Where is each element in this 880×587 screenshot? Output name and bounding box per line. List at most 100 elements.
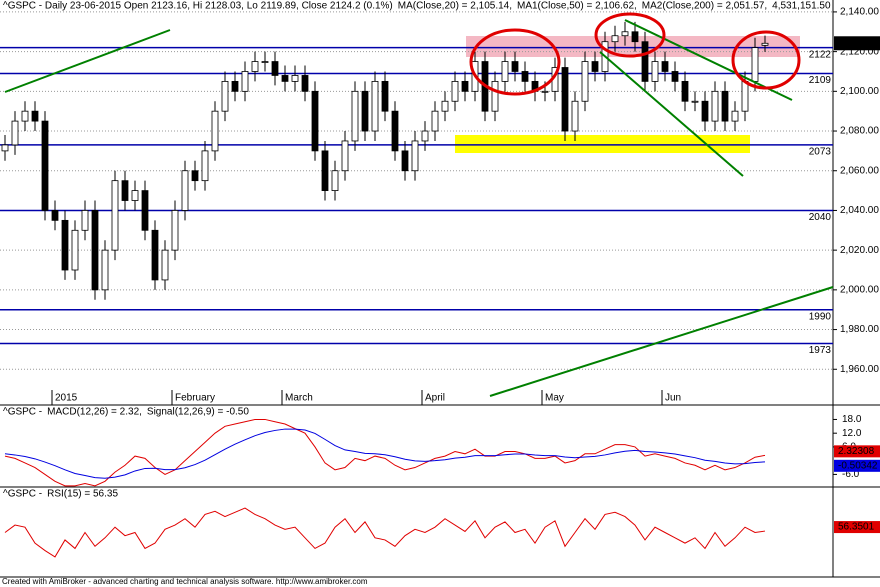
- value-box: [834, 445, 880, 458]
- candle-body: [211, 110, 219, 152]
- y-tick-label: 18.0: [842, 414, 862, 425]
- ma-label: MA2(Close,200) = 2,051.57,: [642, 1, 767, 12]
- last-price-label: 2,124.2: [840, 38, 874, 49]
- y-tick-label: -6.0: [842, 469, 860, 480]
- candle-body: [641, 41, 649, 82]
- candle-body: [671, 71, 679, 82]
- candle-body: [111, 180, 119, 251]
- candle-body: [11, 120, 19, 146]
- candle-body: [511, 61, 519, 72]
- level-label: 2109: [809, 75, 832, 86]
- footer: Created with AmiBroker - advanced charti…: [2, 577, 368, 586]
- candle-body: [501, 61, 509, 82]
- candle-body: [221, 80, 229, 112]
- x-tick-label: March: [285, 393, 313, 404]
- ma-label: MA(Close,20) = 2,105.14,: [398, 1, 512, 12]
- candle-body: [331, 170, 339, 191]
- candle-body: [41, 120, 49, 211]
- candle-body: [711, 90, 719, 122]
- y-tick-label: 2,140.00: [840, 7, 879, 18]
- candle-body: [341, 140, 349, 172]
- candle-body: [271, 61, 279, 76]
- candle-body: [141, 190, 149, 231]
- candle-body: [131, 190, 139, 201]
- candle-body: [351, 90, 359, 142]
- y-tick-label: 2,100.00: [840, 86, 879, 97]
- candle-body: [151, 229, 159, 281]
- legend-entry: MACD(12,26) = 2.32,: [47, 407, 142, 418]
- candle-body: [461, 80, 469, 92]
- y-tick-label: 12.0: [842, 428, 862, 439]
- candle-body: [491, 80, 499, 112]
- x-tick-label: Jun: [665, 393, 681, 404]
- value-label: 56.3501: [838, 522, 875, 533]
- y-tick-label: 1,960.00: [840, 364, 879, 375]
- candle-body: [651, 61, 659, 82]
- candle-body: [731, 110, 739, 122]
- y-tick-label: 2,080.00: [840, 126, 879, 137]
- level-label: 1990: [809, 311, 832, 322]
- panel-title: ^GSPC -: [3, 489, 42, 500]
- candle-body: [571, 100, 579, 132]
- candle-body: [681, 80, 689, 102]
- candle-body: [691, 100, 699, 103]
- candle-body: [591, 61, 599, 72]
- panel-title: ^GSPC -: [3, 407, 42, 418]
- candle-body: [261, 61, 269, 63]
- candle-body: [751, 47, 759, 82]
- series-line: [4, 507, 766, 558]
- price-info: ^GSPC - Daily 23-06-2015 Open 2123.16, H…: [3, 1, 393, 12]
- candle-body: [431, 110, 439, 132]
- y-tick-label: 2,120.00: [840, 46, 879, 57]
- candle-body: [121, 180, 129, 201]
- candle-body: [21, 110, 29, 122]
- ma-label: MA1(Close,50) = 2,106.62,: [517, 1, 637, 12]
- candle-body: [421, 130, 429, 142]
- value-label: -0.50342: [838, 460, 878, 471]
- candle-body: [1, 144, 9, 152]
- value-box: [834, 459, 880, 472]
- candle-body: [251, 61, 259, 72]
- x-tick-label: 2015: [55, 393, 78, 404]
- candle-body: [391, 110, 399, 152]
- y-tick-label: 2,020.00: [840, 245, 879, 256]
- candle-body: [101, 249, 109, 291]
- support-zone: [455, 135, 750, 153]
- candle-body: [401, 150, 409, 172]
- candle-body: [311, 90, 319, 152]
- candle-body: [291, 75, 299, 82]
- legend-entry: RSI(15) = 56.35: [47, 489, 118, 500]
- candle-body: [561, 67, 569, 132]
- legend-entry: Signal(12,26,9) = -0.50: [147, 407, 249, 418]
- candle-body: [361, 90, 369, 132]
- last-price-box: [834, 36, 880, 51]
- candle-body: [521, 71, 529, 82]
- candle-body: [411, 140, 419, 172]
- candle-body: [71, 229, 79, 271]
- candle-body: [371, 80, 379, 132]
- candle-body: [581, 61, 589, 102]
- candle-body: [701, 100, 709, 122]
- candle-body: [761, 42, 769, 46]
- value-label: 2.32308: [838, 446, 875, 457]
- candle-body: [51, 210, 59, 221]
- candle-body: [661, 61, 669, 72]
- candle-body: [241, 71, 249, 92]
- level-label: 2122: [809, 49, 832, 60]
- candle-body: [181, 170, 189, 211]
- y-tick-label: 2,060.00: [840, 165, 879, 176]
- highlight-circles: [469, 12, 801, 96]
- candle-body: [541, 90, 549, 93]
- candle-body: [91, 210, 99, 291]
- series-line: [4, 428, 766, 479]
- candle-body: [621, 31, 629, 37]
- candle-body: [31, 110, 39, 122]
- y-tick-label: 2,040.00: [840, 205, 879, 216]
- candle-body: [171, 210, 179, 251]
- candle-body: [231, 80, 239, 92]
- candle-body: [81, 210, 89, 231]
- value-box: [834, 521, 880, 534]
- candle-body: [631, 31, 639, 43]
